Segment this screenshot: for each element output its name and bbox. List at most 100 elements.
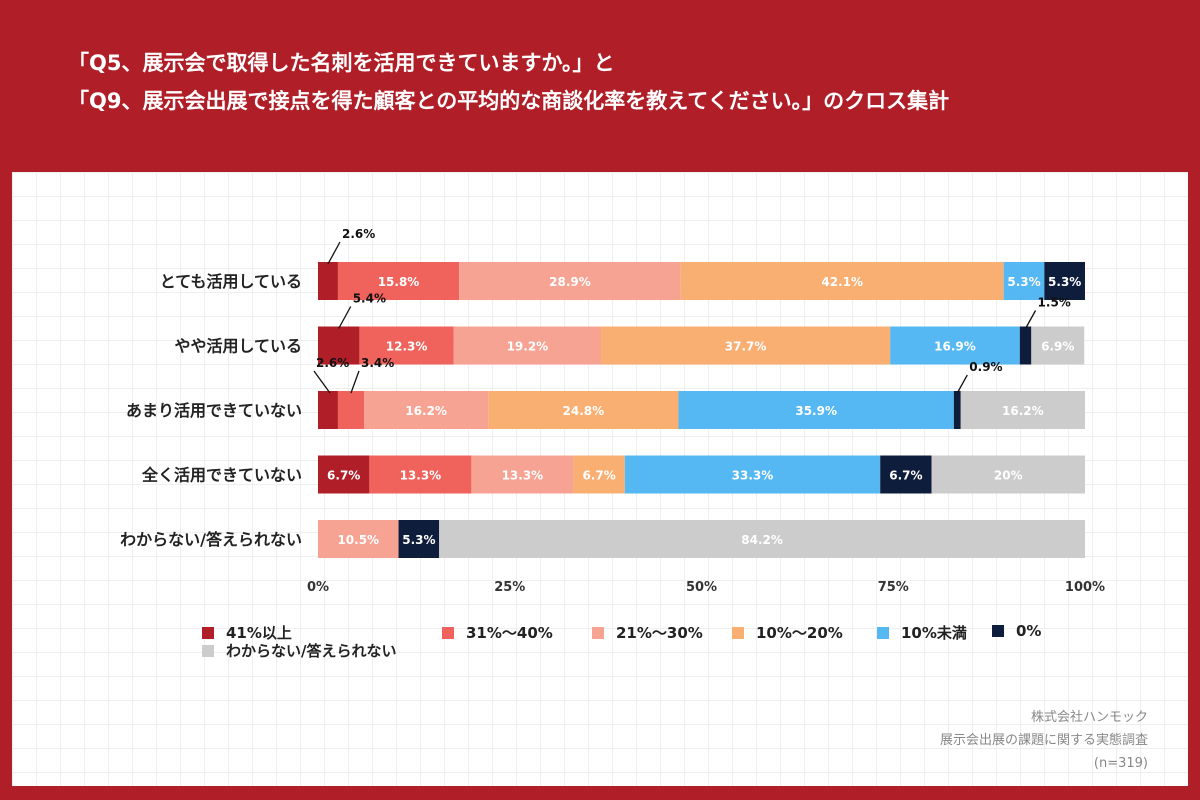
legend-item: 0% [992,622,1041,640]
bar-segment [359,326,454,365]
data-label: 1.5% [1038,296,1071,310]
legend-swatch [202,645,214,657]
leader-line [1024,310,1037,329]
bar-segment [1031,326,1085,365]
bar-segment [364,391,489,429]
x-tick-label: 25% [494,580,525,595]
bar-segment [488,391,679,429]
bar-segment [337,262,460,300]
chart-panel: 0% 25% 50% 75% 100% とても活用している 2.6% 15.8% 28.9% 42… [12,172,1188,786]
chart-title: 「Q5、展示会で取得した名刺を活用できていますか。」と 「Q9、展示会出展で接点… [68,44,1168,120]
bar-segment [624,455,881,494]
data-label: 6.9% [1041,340,1074,354]
legend-swatch [442,627,454,639]
bar-segment [318,326,360,365]
source-sample: (n=319) [1093,756,1148,771]
legend-item: 21%〜30% [592,622,703,643]
leader-line [313,370,331,394]
leader-line [350,370,360,394]
data-label: 42.1% [821,275,863,289]
legend-item: 41%以上 [202,622,292,643]
legend-swatch [732,627,744,639]
data-label: 19.2% [507,340,549,354]
data-label: 6.7% [889,469,922,483]
data-label: 20% [994,469,1023,483]
data-label: 5.3% [1007,275,1040,289]
data-label: 0.9% [969,360,1002,374]
bar-segment [1003,262,1045,300]
bar-segment [678,391,954,429]
x-tick-label: 100% [1065,580,1105,595]
legend-item: 10%未満 [877,622,967,643]
leader-line [327,241,341,265]
data-label: 15.8% [378,275,420,289]
category-label: 全く活用できていない [141,466,302,485]
data-label: 6.7% [327,469,360,483]
legend-label: 41%以上 [226,624,292,642]
bar-segment [318,391,338,429]
bar-segment [453,326,602,365]
legend-label: 10%未満 [901,624,967,642]
bar-segment [1019,326,1032,365]
title-line-1: 「Q5、展示会で取得した名刺を活用できていますか。」と [68,51,615,75]
legend-swatch [992,625,1004,637]
legend-item: 31%〜40% [442,622,553,643]
data-label: 16.9% [934,340,976,354]
bar-segment [369,455,472,494]
legend-swatch [592,627,604,639]
bar-segment [573,455,625,494]
category-label: やや活用している [174,337,302,356]
data-label: 24.8% [563,404,605,418]
data-label: 16.2% [1002,404,1044,418]
title-line-2: 「Q9、展示会出展で接点を得た顧客との平均的な商談化率を教えてください。」のクロ… [68,89,950,113]
data-label: 84.2% [741,533,783,547]
data-label: 13.3% [400,469,442,483]
data-label: 12.3% [386,340,428,354]
legend-label: 31%〜40% [466,624,553,642]
data-label: 37.7% [725,340,767,354]
leader-line [956,374,968,394]
bar-segment [1044,262,1085,300]
data-label: 10.5% [337,533,379,547]
bar-segment [471,455,574,494]
data-label: 2.6% [342,227,375,241]
bar-segment [439,520,1085,558]
legend-item: 10%〜20% [732,622,843,643]
data-label: 35.9% [795,404,837,418]
bar-segment [318,455,370,494]
bar-segment [318,262,338,300]
legend-label: 21%〜30% [616,624,703,642]
legend-item: わからない/答えられない [202,640,396,661]
bar-segment [890,326,1020,365]
bar-segment [398,520,440,558]
legend-label: 0% [1016,622,1042,640]
data-label: 13.3% [502,469,544,483]
data-label: 33.3% [732,469,774,483]
category-label: わからない/答えられない [120,530,302,549]
data-label: 28.9% [549,275,591,289]
legend-label: わからない/答えられない [226,642,397,660]
legend-swatch [877,627,889,639]
category-label: とても活用している [160,272,302,291]
category-label: あまり活用できていない [126,401,302,420]
data-label: 2.6% [316,356,349,370]
data-label: 5.4% [353,292,386,306]
bar-segment [337,391,365,429]
bar-segment [318,520,399,558]
data-label: 6.7% [582,469,615,483]
stacked-bar-chart: 0% 25% 50% 75% 100% とても活用している 2.6% 15.8% 28.9% 42… [120,227,1105,595]
bar-segment [960,391,1085,429]
x-tick-label: 75% [878,580,909,595]
legend-swatch [202,627,214,639]
source-note: 株式会社ハンモック 展示会出展の課題に関する実態調査 (n=319) [940,706,1148,775]
data-label: 5.3% [1048,275,1081,289]
source-company: 株式会社ハンモック [1030,710,1148,725]
bar-segment [459,262,681,300]
bar-segment [953,391,961,429]
data-label: 3.4% [361,356,394,370]
legend-label: 10%〜20% [756,624,843,642]
leader-line [338,306,352,329]
bar-segment [601,326,891,365]
bar-segment [680,262,1004,300]
bar-segment [880,455,932,494]
